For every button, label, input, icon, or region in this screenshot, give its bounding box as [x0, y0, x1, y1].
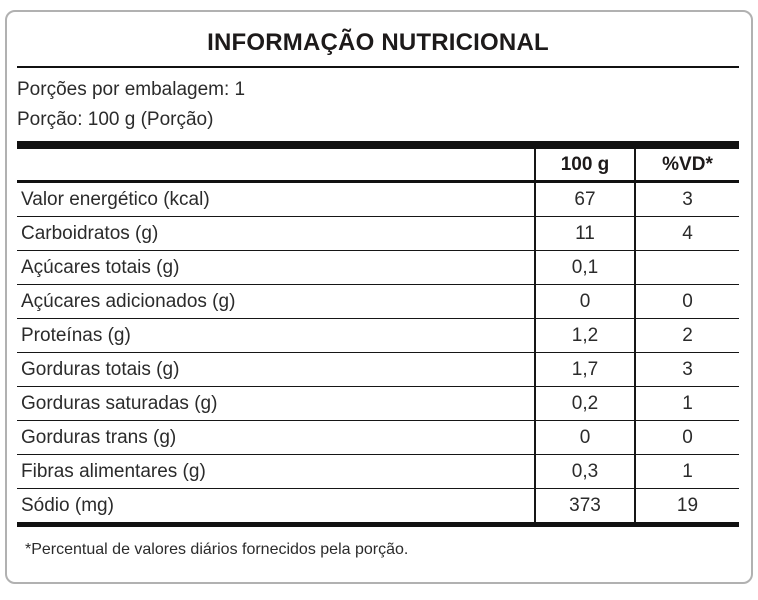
header-blank-cell: [17, 141, 535, 183]
amount-value: 0: [534, 420, 635, 455]
dv-value: 0: [634, 420, 739, 455]
title-divider: [17, 66, 739, 68]
header-amount-cell: 100 g: [534, 141, 635, 183]
dv-value: 3: [634, 181, 739, 217]
nutrient-label: Gorduras saturadas (g): [17, 386, 535, 421]
table-row: Sódio (mg) 373 19: [17, 488, 739, 527]
amount-value: 373: [534, 488, 635, 527]
nutrition-title: INFORMAÇÃO NUTRICIONAL: [207, 29, 549, 56]
nutrient-label: Valor energético (kcal): [17, 181, 535, 217]
table-row: Valor energético (kcal) 67 3: [17, 181, 739, 217]
amount-value: 67: [534, 181, 635, 217]
header-dv-cell: %VD*: [634, 141, 739, 183]
portion-info: Porções por embalagem: 1 Porção: 100 g (…: [17, 75, 739, 135]
dv-value: [634, 250, 739, 285]
amount-value: 1,7: [534, 352, 635, 387]
dv-value: 19: [634, 488, 739, 527]
nutrient-label: Carboidratos (g): [17, 216, 535, 251]
amount-value: 1,2: [534, 318, 635, 353]
dv-value: 1: [634, 386, 739, 421]
table-row: Proteínas (g) 1,2 2: [17, 318, 739, 353]
nutrient-label: Açúcares adicionados (g): [17, 284, 535, 319]
nutrient-label: Fibras alimentares (g): [17, 454, 535, 489]
nutrient-label: Açúcares totais (g): [17, 250, 535, 285]
nutrient-label: Gorduras trans (g): [17, 420, 535, 455]
nutrition-table: 100 g %VD* Valor energético (kcal) 67 3 …: [17, 141, 739, 527]
nutrition-label-card: INFORMAÇÃO NUTRICIONAL Porções por embal…: [5, 10, 753, 584]
table-row: Carboidratos (g) 11 4: [17, 216, 739, 251]
dv-value: 0: [634, 284, 739, 319]
amount-value: 0,1: [534, 250, 635, 285]
portion-size-line: Porção: 100 g (Porção): [17, 109, 214, 130]
amount-value: 0,2: [534, 386, 635, 421]
dv-value: 3: [634, 352, 739, 387]
table-row: Fibras alimentares (g) 0,3 1: [17, 454, 739, 489]
dv-value: 2: [634, 318, 739, 353]
table-row: Gorduras saturadas (g) 0,2 1: [17, 386, 739, 421]
table-row: Gorduras totais (g) 1,7 3: [17, 352, 739, 387]
dv-value: 1: [634, 454, 739, 489]
daily-value-footnote: *Percentual de valores diários fornecido…: [25, 541, 409, 558]
table-row: Açúcares totais (g) 0,1: [17, 250, 739, 285]
table-header-row: 100 g %VD*: [17, 141, 739, 183]
table-row: Açúcares adicionados (g) 0 0: [17, 284, 739, 319]
nutrient-label: Proteínas (g): [17, 318, 535, 353]
dv-value: 4: [634, 216, 739, 251]
amount-value: 11: [534, 216, 635, 251]
table-row: Gorduras trans (g) 0 0: [17, 420, 739, 455]
nutrient-label: Gorduras totais (g): [17, 352, 535, 387]
amount-value: 0: [534, 284, 635, 319]
servings-per-package-line: Porções por embalagem: 1: [17, 79, 246, 100]
amount-value: 0,3: [534, 454, 635, 489]
nutrient-label: Sódio (mg): [17, 488, 535, 527]
